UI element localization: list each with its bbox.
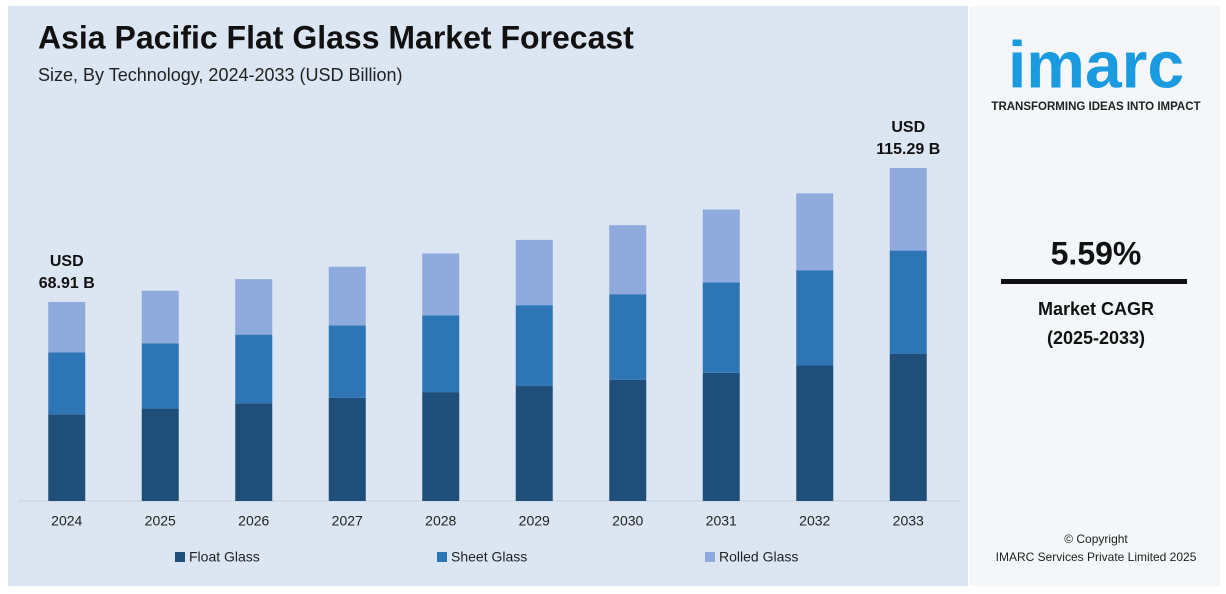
bar-segment: [235, 334, 273, 404]
bar-segment: [328, 325, 366, 398]
bar-segment: [48, 301, 86, 353]
bar-segment: [141, 343, 179, 409]
legend-label: Sheet Glass: [451, 549, 527, 565]
bar-segment: [609, 379, 647, 501]
bar-segment: [235, 279, 273, 335]
logo: imarc: [1008, 27, 1184, 101]
cagr-label: Market CAGR: [1038, 299, 1154, 319]
total-label: 115.29 B: [876, 141, 940, 158]
side-panel: [970, 6, 1220, 586]
bar-segment: [889, 353, 927, 501]
bar-segment: [422, 253, 460, 316]
bar-segment: [515, 239, 553, 306]
total-label: USD: [891, 119, 925, 136]
bar-segment: [235, 403, 273, 501]
x-tick-label: 2026: [238, 513, 269, 529]
x-tick-label: 2027: [332, 513, 363, 529]
bar-segment: [889, 250, 927, 354]
bar-segment: [515, 386, 553, 501]
bar-segment: [796, 270, 834, 366]
x-tick-label: 2032: [799, 513, 830, 529]
legend-label: Rolled Glass: [719, 549, 798, 565]
bar-segment: [702, 372, 740, 501]
chart-subtitle: Size, By Technology, 2024-2033 (USD Bill…: [38, 65, 403, 85]
legend-swatch: [175, 552, 185, 562]
x-tick-label: 2028: [425, 513, 456, 529]
bar-segment: [796, 365, 834, 501]
bar-segment: [328, 397, 366, 501]
cagr-label: (2025-2033): [1047, 328, 1145, 348]
bar-segment: [609, 225, 647, 295]
x-tick-label: 2033: [893, 513, 924, 529]
x-tick-label: 2031: [706, 513, 737, 529]
bar-segment: [702, 209, 740, 283]
bar-segment: [141, 290, 179, 344]
bar-segment: [889, 168, 927, 251]
bar-segment: [702, 282, 740, 373]
cagr-value: 5.59%: [1051, 235, 1142, 271]
legend-label: Float Glass: [189, 549, 260, 565]
bar-segment: [422, 392, 460, 501]
bar-segment: [328, 266, 366, 326]
total-label: 68.91 B: [39, 275, 95, 292]
bar-segment: [141, 408, 179, 501]
bar-segment: [609, 294, 647, 380]
bar-segment: [422, 315, 460, 393]
legend-swatch: [437, 552, 447, 562]
divider: [1001, 279, 1187, 284]
x-tick-label: 2025: [145, 513, 176, 529]
chart-title: Asia Pacific Flat Glass Market Forecast: [38, 19, 634, 55]
tagline: TRANSFORMING IDEAS INTO IMPACT: [991, 101, 1200, 113]
legend-swatch: [705, 552, 715, 562]
bar-segment: [48, 352, 86, 415]
x-tick-label: 2024: [51, 513, 82, 529]
copyright: IMARC Services Private Limited 2025: [996, 550, 1197, 564]
bar-segment: [48, 414, 86, 501]
x-tick-label: 2030: [612, 513, 643, 529]
copyright: © Copyright: [1064, 532, 1128, 546]
bar-segment: [515, 305, 553, 387]
total-label: USD: [50, 253, 84, 270]
bar-segment: [796, 193, 834, 271]
x-tick-label: 2029: [519, 513, 550, 529]
